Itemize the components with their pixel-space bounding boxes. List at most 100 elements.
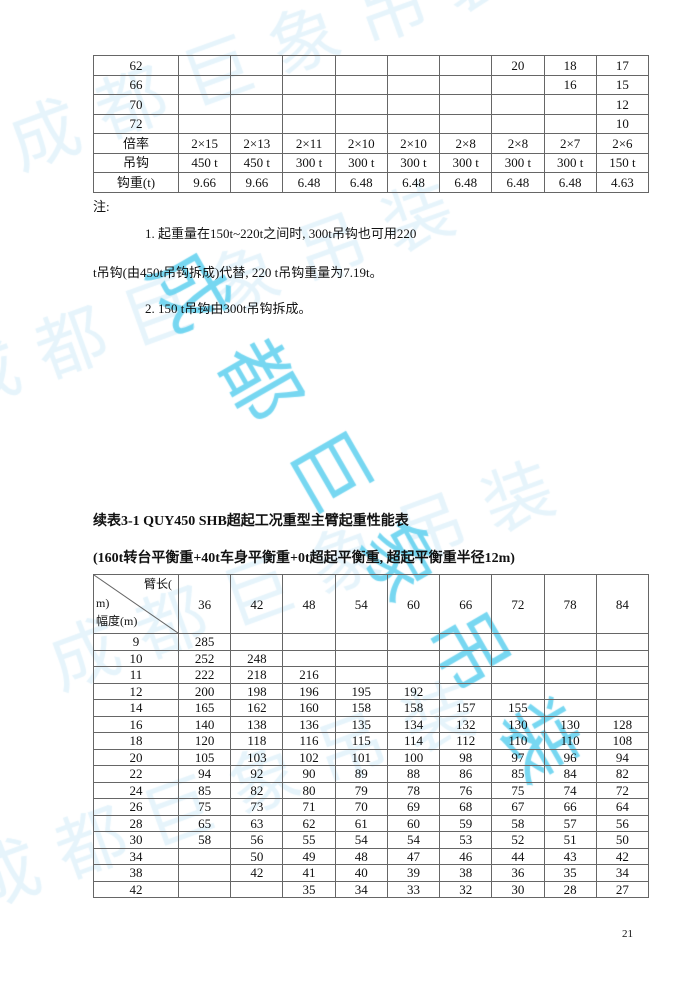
capacity-cell: 96 bbox=[543, 748, 597, 766]
capacity-cell: 71 bbox=[282, 798, 336, 816]
table-cell bbox=[386, 74, 441, 95]
capacity-cell bbox=[595, 699, 650, 717]
table-row: 钩重(t) 9.66 9.66 6.48 6.48 6.48 6.48 6.48 6.48 4.6… bbox=[93, 172, 650, 193]
capacity-cell: 112 bbox=[439, 732, 493, 750]
capacity-cell: 108 bbox=[595, 732, 650, 750]
capacity-cell: 218 bbox=[230, 666, 284, 684]
table-cell: 6.48 bbox=[334, 172, 388, 193]
capacity-cell bbox=[334, 649, 388, 667]
capacity-cell: 134 bbox=[386, 715, 441, 733]
capacity-cell: 155 bbox=[491, 699, 545, 717]
boom-length-header: 60 bbox=[386, 574, 441, 634]
capacity-cell bbox=[386, 649, 441, 667]
capacity-cell: 130 bbox=[491, 715, 545, 733]
capacity-cell bbox=[491, 682, 545, 700]
table-cell: 6.48 bbox=[543, 172, 597, 193]
table-cell: 300 t bbox=[543, 152, 597, 173]
capacity-cell: 75 bbox=[177, 798, 232, 816]
capacity-cell: 40 bbox=[334, 864, 388, 882]
capacity-cell: 65 bbox=[177, 814, 232, 832]
table-cell bbox=[334, 94, 388, 115]
radius-label: 幅度(m) bbox=[96, 614, 138, 628]
table-cell: 6.48 bbox=[386, 172, 441, 193]
radius-cell: 20 bbox=[93, 748, 179, 766]
capacity-cell: 192 bbox=[386, 682, 441, 700]
capacity-cell: 128 bbox=[595, 715, 650, 733]
capacity-cell bbox=[334, 666, 388, 684]
table-cell bbox=[543, 113, 597, 134]
capacity-cell: 248 bbox=[230, 649, 284, 667]
radius-cell: 22 bbox=[93, 765, 179, 783]
capacity-cell bbox=[177, 880, 232, 898]
capacity-cell: 97 bbox=[491, 748, 545, 766]
capacity-cell: 252 bbox=[177, 649, 232, 667]
table-cell bbox=[282, 55, 336, 76]
table-cell bbox=[230, 113, 284, 134]
table-row: 42 35 34 33 32 30 28 27 bbox=[93, 880, 650, 898]
table-row: 34 50 49 48 47 46 44 43 42 bbox=[93, 847, 650, 865]
table-cell bbox=[386, 94, 441, 115]
table-cell: 18 bbox=[543, 55, 597, 76]
table-cell: 2×10 bbox=[334, 133, 388, 154]
boom-length-label: 臂长( bbox=[144, 577, 172, 591]
capacity-cell: 115 bbox=[334, 732, 388, 750]
capacity-cell bbox=[177, 864, 232, 882]
table-cell bbox=[386, 113, 441, 134]
capacity-cell: 100 bbox=[386, 748, 441, 766]
table-row: 62 20 18 17 bbox=[93, 55, 650, 76]
capacity-cell: 56 bbox=[595, 814, 650, 832]
capacity-cell: 162 bbox=[230, 699, 284, 717]
capacity-cell: 85 bbox=[491, 765, 545, 783]
row-label: 钩重(t) bbox=[93, 172, 179, 193]
row-label: 吊钩 bbox=[93, 152, 179, 173]
capacity-cell: 67 bbox=[491, 798, 545, 816]
boom-length-header: 42 bbox=[230, 574, 284, 634]
capacity-cell bbox=[543, 699, 597, 717]
table-cell bbox=[230, 94, 284, 115]
capacity-cell: 62 bbox=[282, 814, 336, 832]
table-row: 38 42 41 40 39 38 36 35 34 bbox=[93, 864, 650, 882]
capacity-cell bbox=[595, 633, 650, 651]
table-cell: 450 t bbox=[177, 152, 232, 173]
row-label: 62 bbox=[93, 55, 179, 76]
capacity-cell: 101 bbox=[334, 748, 388, 766]
table-row: 72 10 bbox=[93, 113, 650, 134]
capacity-cell: 46 bbox=[439, 847, 493, 865]
capacity-cell: 33 bbox=[386, 880, 441, 898]
table-row: 11 222 218 216 bbox=[93, 666, 650, 684]
capacity-cell: 68 bbox=[439, 798, 493, 816]
table-row: 22 94 92 90 89 88 86 85 84 82 bbox=[93, 765, 650, 783]
capacity-cell: 52 bbox=[491, 831, 545, 849]
capacity-cell bbox=[386, 633, 441, 651]
capacity-cell: 86 bbox=[439, 765, 493, 783]
capacity-cell: 61 bbox=[334, 814, 388, 832]
table-cell: 4.63 bbox=[595, 172, 650, 193]
capacity-cell bbox=[439, 633, 493, 651]
table-cell: 2×6 bbox=[595, 133, 650, 154]
empty-cell bbox=[177, 55, 232, 76]
capacity-cell: 39 bbox=[386, 864, 441, 882]
capacity-cell: 57 bbox=[543, 814, 597, 832]
capacity-cell: 30 bbox=[491, 880, 545, 898]
capacity-cell bbox=[386, 666, 441, 684]
boom-length-header: 72 bbox=[491, 574, 545, 634]
radius-cell: 9 bbox=[93, 633, 179, 651]
capacity-cell bbox=[491, 666, 545, 684]
capacity-cell: 47 bbox=[386, 847, 441, 865]
capacity-cell: 94 bbox=[177, 765, 232, 783]
capacity-cell: 216 bbox=[282, 666, 336, 684]
capacity-cell: 195 bbox=[334, 682, 388, 700]
table-cell bbox=[334, 55, 388, 76]
table-row: 28 65 63 62 61 60 59 58 57 56 bbox=[93, 814, 650, 832]
capacity-cell: 53 bbox=[439, 831, 493, 849]
table-cell: 2×10 bbox=[386, 133, 441, 154]
table-cell: 450 t bbox=[230, 152, 284, 173]
capacity-cell: 116 bbox=[282, 732, 336, 750]
table-cell: 6.48 bbox=[439, 172, 493, 193]
capacity-cell: 90 bbox=[282, 765, 336, 783]
table-cell bbox=[230, 74, 284, 95]
capacity-cell: 55 bbox=[282, 831, 336, 849]
capacity-cell: 158 bbox=[386, 699, 441, 717]
table-cell bbox=[439, 74, 493, 95]
capacity-cell: 110 bbox=[543, 732, 597, 750]
